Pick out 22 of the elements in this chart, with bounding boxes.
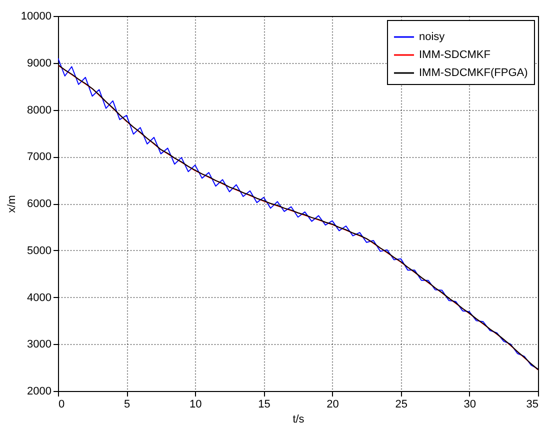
x-tick-label: 30 (464, 398, 476, 410)
x-tick-label: 0 (58, 398, 65, 410)
x-tick-label: 5 (124, 398, 130, 410)
y-tick-label: 6000 (27, 198, 52, 210)
legend-label: IMM-SDCMKF (419, 49, 491, 61)
x-tick-label: 10 (190, 398, 202, 410)
y-tick-label: 8000 (27, 104, 52, 116)
y-tick-label: 10000 (20, 10, 52, 22)
y-tick-label: 2000 (27, 386, 52, 398)
x-tick-label: 15 (258, 398, 270, 410)
legend-label: IMM-SDCMKF(FPGA) (419, 67, 528, 79)
x-tick-label: 20 (326, 398, 339, 410)
y-tick-label: 9000 (27, 57, 52, 70)
y-tick-label: 5000 (27, 244, 52, 257)
x-tick-label: 35 (526, 398, 538, 410)
y-tick-label: 3000 (27, 338, 52, 351)
x-axis-title: t/s (292, 414, 305, 426)
x-tick-label: 25 (395, 398, 408, 410)
y-axis-title: x/m (6, 195, 18, 213)
legend-label: noisy (419, 31, 446, 43)
y-tick-label: 4000 (27, 292, 52, 304)
y-tick-label: 7000 (27, 151, 52, 164)
